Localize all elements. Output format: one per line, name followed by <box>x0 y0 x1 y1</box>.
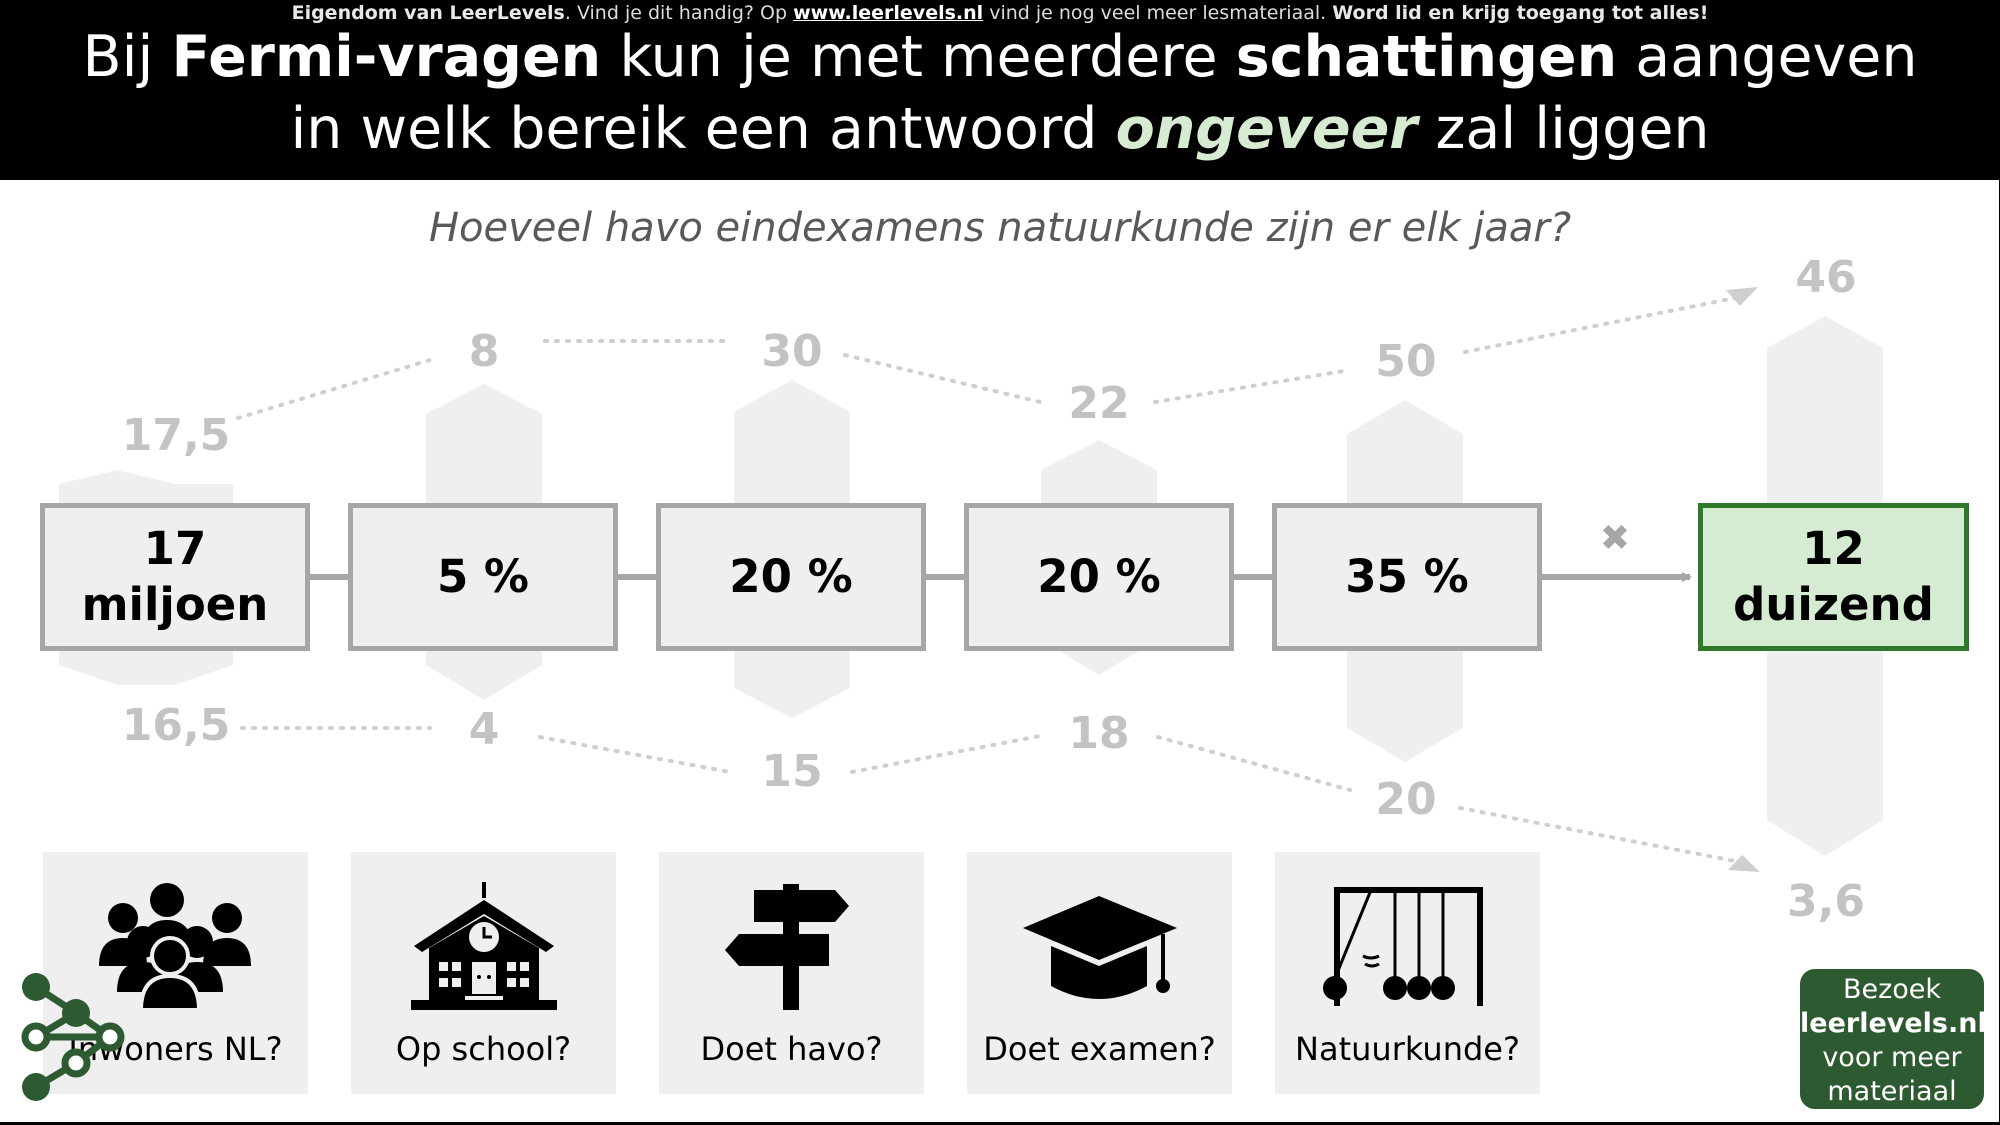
low-estimate-result: 3,6 <box>1787 876 1865 927</box>
cta-website: leerlevels.nl <box>1800 1008 1987 1039</box>
title-emphasis: schattingen <box>1235 24 1618 90</box>
title-part: aangeven <box>1617 24 1918 90</box>
lower-dots-4 <box>1156 735 1352 792</box>
copyright-owner: Eigendom van LeerLevels <box>291 2 565 24</box>
cta-line-4: materiaal <box>1827 1076 1957 1107</box>
factor-label: Doet havo? <box>700 1030 883 1068</box>
estimate-value: 20 % <box>729 550 853 603</box>
factor-card-school: Op school? <box>351 852 616 1094</box>
low-estimate-3: 15 <box>761 746 823 797</box>
upper-range-path <box>236 294 1747 420</box>
graduation-cap-icon <box>1023 896 1177 999</box>
estimate-box-school: 5 % <box>348 503 618 651</box>
page-title-line-1: Bij Fermi-vragen kun je met meerdere sch… <box>0 24 2000 90</box>
lower-arrowhead <box>1728 855 1760 872</box>
high-estimate-result: 46 <box>1795 252 1857 303</box>
factor-label: Op school? <box>395 1030 572 1068</box>
lower-dots-3 <box>850 734 1042 774</box>
estimate-value: 35 % <box>1345 550 1469 603</box>
signpost-icon <box>725 884 849 1010</box>
people-icon <box>99 883 251 1012</box>
high-estimate-3: 30 <box>761 326 823 377</box>
lower-dots-2 <box>538 735 732 774</box>
factor-card-exam: Doet examen? <box>967 852 1232 1094</box>
high-estimate-2: 8 <box>468 326 500 377</box>
cta-line-1: Bezoek <box>1842 974 1942 1005</box>
low-estimate-5: 20 <box>1375 774 1437 825</box>
estimate-box-havo: 20 % <box>656 503 926 651</box>
estimate-box-physics: 35 % <box>1272 503 1542 651</box>
estimate-unit: miljoen <box>81 578 269 631</box>
high-estimate-1: 17,5 <box>121 410 231 461</box>
title-part: kun je met meerdere <box>601 24 1236 90</box>
copyright-notice: Eigendom van LeerLevels. Vind je dit han… <box>0 2 2000 24</box>
high-estimate-5: 50 <box>1375 336 1437 387</box>
upper-dots-5 <box>1463 294 1747 354</box>
factor-label: Natuurkunde? <box>1295 1030 1520 1068</box>
title-part: zal liggen <box>1417 96 1710 162</box>
join-call: Word lid en krijg toegang tot alles! <box>1332 2 1709 24</box>
question-text: Hoeveel havo eindexamens natuurkunde zij… <box>428 205 1572 251</box>
estimate-value: 5 % <box>436 550 530 603</box>
estimate-box-exam: 20 % <box>964 503 1234 651</box>
lower-dots-5 <box>1458 806 1742 864</box>
cta-line-3: voor meer <box>1822 1042 1962 1073</box>
factor-card-physics: Natuurkunde? <box>1275 852 1540 1094</box>
lower-range-path <box>240 726 1742 864</box>
low-estimate-2: 4 <box>468 704 500 755</box>
copyright-text-1: . Vind je dit handig? Op <box>564 2 794 24</box>
header-bar: Eigendom van LeerLevels. Vind je dit han… <box>0 0 2000 180</box>
upper-dots-4 <box>1153 368 1352 404</box>
copyright-text-2: vind je nog veel meer lesmateriaal. <box>983 2 1333 24</box>
page-title-line-2: in welk bereik een antwoord ongeveer zal… <box>0 96 2000 162</box>
visit-website-button[interactable]: Bezoek leerlevels.nl voor meer materiaal <box>1797 966 1987 1112</box>
low-estimate-4: 18 <box>1068 708 1130 759</box>
estimate-value: 17 <box>143 522 207 575</box>
title-part: Bij <box>82 24 172 90</box>
newtons-cradle-icon <box>1323 887 1483 1006</box>
estimate-box-inhabitants: 17 miljoen <box>40 503 310 651</box>
high-estimate-4: 22 <box>1068 378 1130 429</box>
result-box: 12 duizend <box>1698 503 1969 651</box>
upper-dots-3 <box>843 353 1042 404</box>
upper-dots-1 <box>236 358 432 420</box>
factor-label: Doet examen? <box>983 1030 1216 1068</box>
website-link[interactable]: www.leerlevels.nl <box>793 2 984 24</box>
estimate-value: 20 % <box>1037 550 1161 603</box>
title-highlight: ongeveer <box>1115 96 1418 162</box>
school-icon <box>411 882 557 1010</box>
result-unit: duizend <box>1733 578 1934 631</box>
title-emphasis: Fermi-vragen <box>171 24 602 90</box>
leerlevels-logo <box>21 973 125 1101</box>
upper-arrowhead <box>1726 287 1758 306</box>
multiply-icon: ✖ <box>1599 518 1631 559</box>
factor-card-havo: Doet havo? <box>659 852 924 1094</box>
title-part: in welk bereik een antwoord <box>290 96 1116 162</box>
low-estimate-1: 16,5 <box>121 700 231 751</box>
result-value: 12 <box>1802 522 1865 575</box>
